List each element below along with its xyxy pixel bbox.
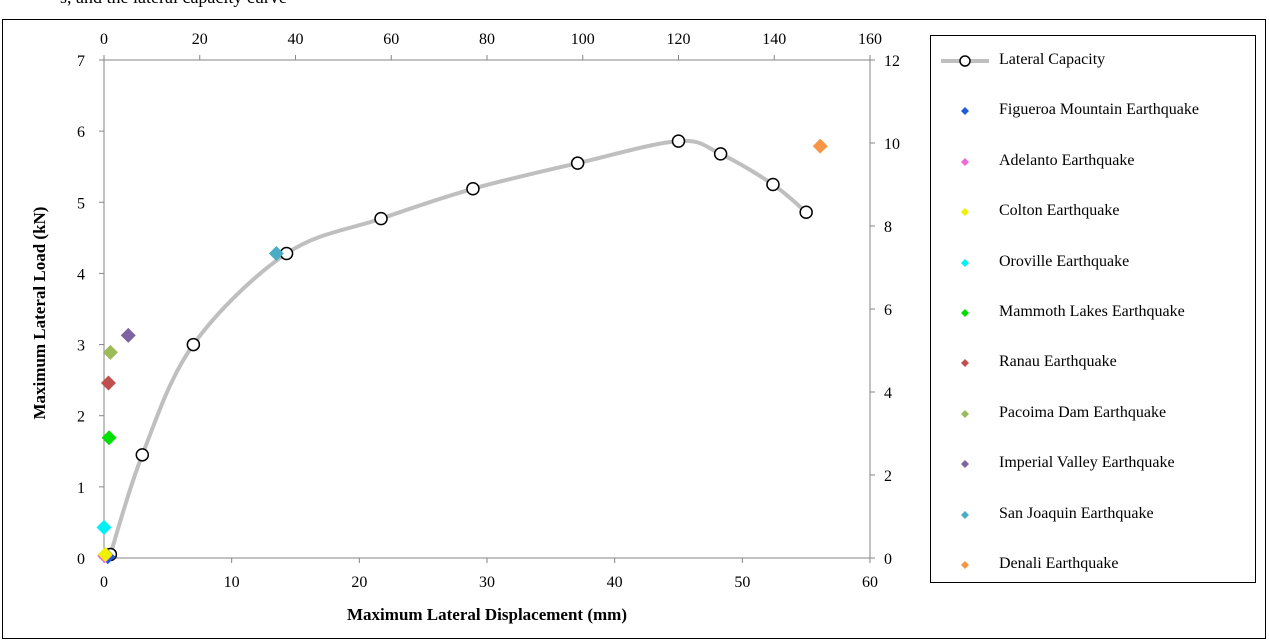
x2-tick-label: 80 (479, 31, 495, 48)
y-tick-label: 1 (77, 480, 85, 497)
lateral-capacity-point (374, 211, 388, 226)
legend-item: Imperial Valley Earthquake (931, 449, 1255, 479)
chart-frame (2, 19, 1266, 639)
chart-legend: Lateral Capacity Figueroa Mountain Earthq… (930, 35, 1256, 583)
y2-tick-label: 2 (884, 468, 892, 485)
legend-diamond-marker (961, 157, 969, 166)
legend-diamond-marker (961, 208, 969, 217)
x2-tick-label: 60 (383, 31, 399, 48)
legend-label: Denali Earthquake (999, 555, 1119, 572)
legend-item: Figueroa Mountain Earthquake (931, 96, 1255, 126)
lateral-capacity-point (570, 156, 585, 170)
oroville-earthquake-point (96, 519, 112, 535)
legend-label: Ranau Earthquake (999, 353, 1117, 371)
legend-item: Colton Earthquake (931, 197, 1255, 227)
legend-diamond-marker (961, 258, 969, 267)
legend-item: Lateral Capacity (931, 46, 1255, 76)
x2-tick-label: 40 (288, 31, 304, 48)
legend-label: Pacoima Dam Earthquake (999, 403, 1167, 421)
x-tick-label: 40 (607, 574, 623, 591)
y-tick-label: 2 (77, 409, 85, 426)
legend-label: Adelanto Earthquake (999, 151, 1135, 169)
x-axis-title: Maximum Lateral Displacement (mm) (347, 605, 627, 624)
legend-label: Oroville Earthquake (999, 252, 1130, 270)
x2-tick-label: 120 (667, 31, 691, 48)
legend-item: Adelanto Earthquake (931, 147, 1255, 177)
imperial-valley-earthquake-point (120, 327, 136, 343)
y-tick-label: 6 (77, 124, 85, 141)
x2-tick-label: 0 (100, 31, 108, 48)
legend-item: Pacoima Dam Earthquake (931, 399, 1255, 429)
colton-earthquake-point (97, 546, 113, 562)
legend-label: Lateral Capacity (999, 51, 1106, 68)
denali-earthquake-point (812, 138, 828, 154)
x-tick-label: 0 (100, 574, 108, 591)
legend-diamond-marker (961, 309, 969, 317)
lateral-capacity-point (766, 177, 780, 192)
y2-tick-label: 8 (884, 219, 892, 236)
legend-item: Denali Earthquake (931, 550, 1255, 580)
y-tick-label: 5 (77, 195, 85, 212)
x2-tick-label: 20 (192, 31, 208, 48)
lateral-capacity-point (135, 448, 150, 462)
x-tick-label: 20 (351, 574, 367, 591)
legend-item: Ranau Earthquake (931, 348, 1255, 378)
y2-tick-label: 12 (884, 53, 900, 70)
lateral-capacity-point (713, 147, 728, 161)
y-axis-title: Maximum Lateral Load (kN) (30, 207, 49, 420)
legend-line-marker (941, 55, 989, 67)
lateral-capacity-line (108, 138, 809, 557)
lateral-capacity-point (466, 182, 480, 196)
legend-label: Figueroa Mountain Earthquake (999, 101, 1199, 119)
plot-area (103, 59, 871, 559)
y2-tick-label: 10 (884, 136, 900, 153)
ranau-earthquake-point (100, 375, 116, 391)
legend-diamond-marker (961, 359, 969, 368)
y2-tick-label: 6 (884, 302, 892, 319)
x-tick-label: 30 (479, 574, 495, 591)
y-tick-label: 7 (77, 53, 85, 70)
legend-diamond-marker (961, 409, 969, 418)
x-tick-label: 10 (224, 574, 240, 591)
legend-label: Mammoth Lakes Earthquake (999, 303, 1185, 320)
legend-diamond-marker (961, 460, 969, 469)
x2-tick-label: 160 (858, 31, 882, 48)
y-tick-label: 3 (77, 338, 85, 355)
legend-diamond-marker (961, 107, 969, 116)
legend-diamond-marker (961, 510, 969, 519)
mammoth-lakes-earthquake-point (101, 430, 117, 446)
caption-text: s, and the lateral capacity curve (60, 0, 287, 8)
pacoima-dam-earthquake-point (102, 344, 118, 360)
y-tick-label: 4 (77, 266, 85, 283)
chart-plot: 0 10 20 30 40 50 600 20 40 60 80 100 120 140 160012345… (30, 31, 900, 624)
y2-tick-label: 4 (884, 385, 892, 402)
legend-item: Mammoth Lakes Earthquake (931, 298, 1255, 328)
x2-tick-label: 100 (571, 31, 595, 48)
x2-tick-label: 140 (762, 31, 786, 48)
legend-label: Colton Earthquake (999, 202, 1120, 220)
legend-label: San Joaquin Earthquake (999, 504, 1154, 522)
san-joaquin-earthquake-point (268, 246, 284, 262)
legend-label: Imperial Valley Earthquake (999, 454, 1175, 472)
x-tick-label: 60 (862, 574, 878, 591)
y-tick-label: 0 (77, 551, 85, 568)
x-tick-label: 50 (734, 574, 750, 591)
lateral-capacity-point (799, 205, 813, 219)
legend-item: Oroville Earthquake (931, 248, 1255, 278)
y2-tick-label: 0 (884, 551, 892, 568)
lateral-capacity-point (186, 337, 201, 352)
legend-diamond-marker (961, 561, 969, 569)
legend-item: San Joaquin Earthquake (931, 500, 1255, 530)
lateral-capacity-point (671, 134, 686, 148)
